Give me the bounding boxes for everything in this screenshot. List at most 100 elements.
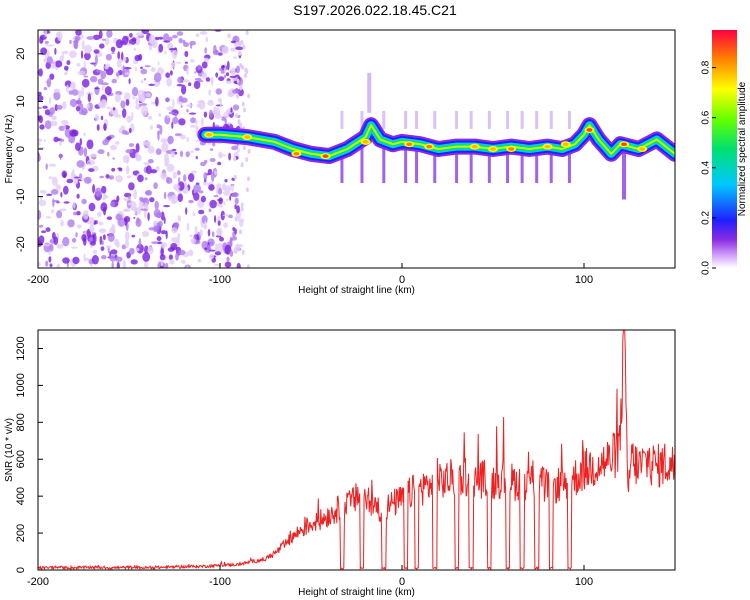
x-tick-label: -100 <box>209 576 231 588</box>
noise-speck <box>88 161 91 164</box>
noise-speck <box>55 184 61 191</box>
x-tick-label: 100 <box>575 576 593 588</box>
noise-speck <box>105 37 110 46</box>
noise-speck <box>235 46 244 51</box>
noise-speck <box>161 142 169 152</box>
noise-speck <box>76 193 80 199</box>
noise-speck <box>229 238 233 247</box>
noise-speck <box>212 49 219 56</box>
noise-speck <box>102 38 106 41</box>
noise-speck <box>128 143 135 147</box>
noise-speck <box>105 174 110 179</box>
noise-speck <box>46 78 52 88</box>
noise-speck <box>101 85 104 91</box>
noise-speck <box>195 156 198 160</box>
noise-speck <box>50 189 59 195</box>
noise-speck <box>241 101 245 107</box>
noise-speck <box>135 32 144 37</box>
noise-speck <box>158 113 162 117</box>
noise-speck <box>101 240 104 246</box>
noise-speck <box>116 59 122 68</box>
noise-speck <box>42 105 48 109</box>
noise-speck <box>217 220 221 226</box>
noise-speck <box>109 175 114 180</box>
y-tick-label: 200 <box>15 524 27 542</box>
noise-speck <box>41 230 47 233</box>
noise-speck <box>120 125 126 132</box>
noise-speck <box>160 172 168 180</box>
noise-speck <box>104 64 109 70</box>
noise-speck <box>199 31 208 35</box>
noise-speck <box>175 252 179 261</box>
noise-speck <box>156 124 161 129</box>
noise-speck <box>111 78 118 84</box>
noise-speck <box>223 222 229 229</box>
noise-speck <box>124 231 130 241</box>
noise-speck <box>190 238 197 244</box>
streak <box>367 72 372 113</box>
noise-speck <box>94 220 98 225</box>
noise-speck <box>190 117 197 124</box>
noise-speck <box>155 96 159 107</box>
noise-speck <box>233 56 237 59</box>
noise-speck <box>225 72 230 77</box>
noise-speck <box>143 78 147 81</box>
noise-speck <box>166 115 170 118</box>
noise-speck <box>81 78 90 88</box>
noise-speck <box>245 157 249 163</box>
noise-speck <box>70 82 75 89</box>
noise-speck <box>38 235 45 244</box>
noise-speck <box>88 168 95 173</box>
noise-speck <box>229 75 237 78</box>
y-tick-label: 600 <box>15 450 27 468</box>
noise-speck <box>102 196 106 201</box>
noise-speck <box>105 106 112 109</box>
noise-speck <box>89 153 97 158</box>
noise-speck <box>213 106 218 115</box>
noise-speck <box>140 105 149 116</box>
noise-speck <box>72 256 80 265</box>
noise-speck <box>77 70 86 76</box>
noise-speck <box>177 193 183 203</box>
noise-speck <box>137 89 145 100</box>
noise-speck <box>148 34 156 45</box>
noise-speck <box>234 197 239 205</box>
noise-speck <box>232 227 236 231</box>
noise-speck <box>216 242 225 253</box>
noise-speck <box>219 67 223 72</box>
noise-speck <box>141 230 150 238</box>
noise-speck <box>172 116 179 125</box>
noise-speck <box>83 253 86 263</box>
noise-speck <box>87 159 95 166</box>
noise-speck <box>163 205 171 208</box>
noise-speck <box>182 79 190 83</box>
noise-speck <box>242 44 246 50</box>
noise-speck <box>60 191 63 198</box>
noise-speck <box>233 156 237 162</box>
noise-speck <box>46 44 55 47</box>
y-axis-label: Frequency (Hz) <box>4 115 15 184</box>
streak <box>433 147 437 183</box>
noise-speck <box>75 142 81 151</box>
noise-speck <box>155 165 160 172</box>
noise-speck <box>209 148 214 151</box>
noise-speck <box>201 61 208 69</box>
noise-speck <box>236 78 240 84</box>
noise-speck <box>109 254 117 262</box>
hotspot <box>490 147 496 151</box>
noise-speck <box>201 215 208 224</box>
noise-speck <box>52 199 60 203</box>
noise-speck <box>133 189 137 200</box>
noise-speck <box>80 50 84 59</box>
noise-speck <box>69 50 77 59</box>
noise-speck <box>145 140 151 147</box>
snr-line <box>38 330 675 570</box>
noise-speck <box>99 235 103 245</box>
noise-speck <box>92 34 101 40</box>
noise-speck <box>110 46 116 52</box>
noise-speck <box>230 67 236 76</box>
noise-speck <box>48 163 57 167</box>
noise-speck <box>133 216 136 219</box>
noise-speck <box>197 258 202 263</box>
